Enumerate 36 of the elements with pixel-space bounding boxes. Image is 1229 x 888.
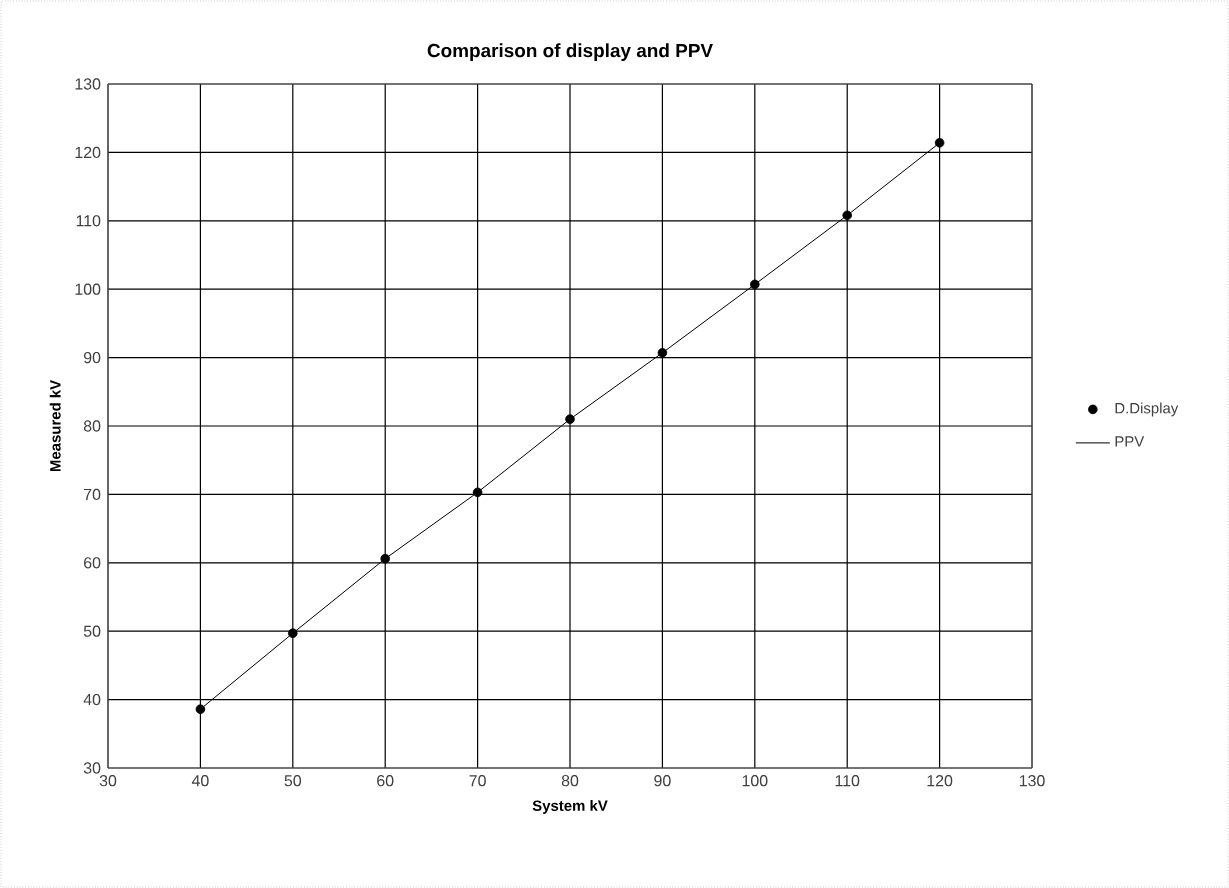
- point: [842, 210, 852, 221]
- x-tick-label: 110: [835, 775, 860, 787]
- x-tick-label: 60: [377, 775, 394, 787]
- y-tick-label: 30: [83, 762, 101, 774]
- point: [934, 138, 945, 148]
- x-axis-title: System kV: [532, 800, 608, 814]
- y-tick-label: 100: [75, 283, 101, 295]
- y-tick-label: 50: [83, 625, 101, 637]
- point: [380, 553, 390, 564]
- y-tick-label: 80: [83, 420, 101, 432]
- x-tick-label: 100: [742, 775, 768, 787]
- y-tick-label: 40: [83, 693, 101, 706]
- point: [195, 704, 206, 714]
- x-tick-label: 30: [99, 775, 117, 787]
- legend-label: D.Display: [1115, 402, 1179, 417]
- y-tick-label: 120: [75, 146, 101, 159]
- point: [750, 279, 760, 290]
- x-tick-label: 120: [927, 775, 953, 787]
- x-tick-label: 80: [561, 775, 579, 787]
- chart-title: Comparison of display and PPV: [427, 43, 713, 62]
- x-tick-label: 40: [191, 775, 209, 787]
- y-tick-label: 70: [84, 488, 101, 501]
- x-tick-label: 130: [1019, 775, 1045, 787]
- legend-label: PPV: [1115, 436, 1145, 447]
- y-tick-label: 60: [84, 557, 101, 569]
- y-tick-label: 90: [83, 351, 101, 364]
- x-tick-label: 70: [469, 775, 486, 787]
- y-tick-label: 110: [76, 215, 101, 227]
- y-axis-title: Measured kV: [49, 380, 61, 472]
- point: [565, 414, 575, 424]
- point: [657, 348, 668, 358]
- point: [288, 628, 298, 639]
- x-tick-label: 90: [654, 775, 671, 787]
- x-tick-label: 50: [284, 775, 302, 787]
- point: [472, 487, 483, 498]
- y-tick-label: 130: [75, 78, 101, 90]
